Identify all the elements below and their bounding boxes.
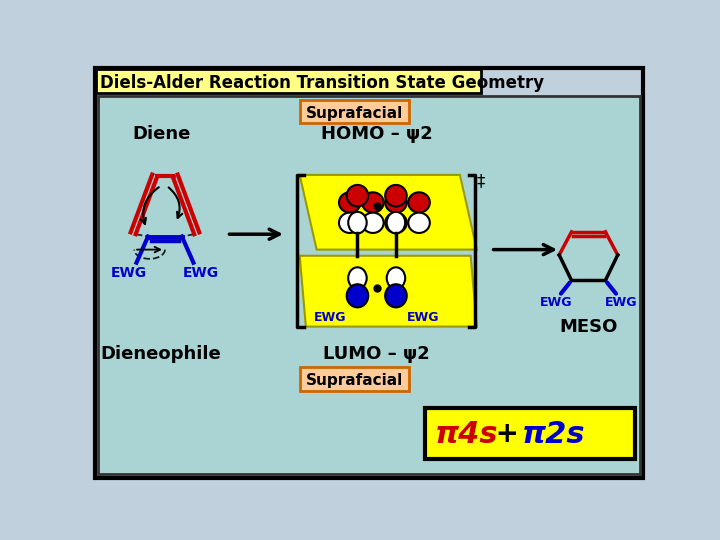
Ellipse shape (385, 192, 407, 213)
Text: Suprafacial: Suprafacial (306, 106, 403, 121)
Ellipse shape (348, 267, 366, 289)
Text: π2s: π2s (522, 420, 585, 449)
FancyBboxPatch shape (96, 70, 482, 92)
Ellipse shape (362, 213, 384, 233)
Text: Dieneophile: Dieneophile (101, 345, 222, 362)
FancyBboxPatch shape (300, 367, 409, 390)
FancyBboxPatch shape (95, 68, 643, 477)
Text: Diels-Alder Reaction Transition State Geometry: Diels-Alder Reaction Transition State Ge… (99, 73, 544, 91)
Text: EWG: EWG (111, 266, 147, 280)
Ellipse shape (387, 267, 405, 289)
Text: MESO: MESO (559, 318, 618, 335)
Ellipse shape (385, 284, 407, 307)
FancyBboxPatch shape (98, 96, 640, 475)
Polygon shape (300, 256, 477, 327)
FancyBboxPatch shape (426, 408, 634, 459)
Polygon shape (300, 175, 477, 249)
Ellipse shape (339, 213, 361, 233)
Ellipse shape (346, 185, 368, 206)
Ellipse shape (362, 192, 384, 213)
Ellipse shape (346, 284, 368, 307)
Ellipse shape (385, 185, 407, 206)
Ellipse shape (385, 213, 407, 233)
Text: +: + (486, 421, 529, 448)
Text: EWG: EWG (183, 266, 219, 280)
Ellipse shape (339, 192, 361, 213)
Ellipse shape (348, 212, 366, 233)
Text: EWG: EWG (540, 296, 572, 309)
Text: EWG: EWG (407, 311, 439, 324)
Ellipse shape (408, 192, 430, 213)
Text: Suprafacial: Suprafacial (306, 373, 403, 388)
Ellipse shape (408, 213, 430, 233)
Text: EWG: EWG (314, 311, 347, 324)
Text: Diene: Diene (132, 125, 190, 143)
Text: π4s: π4s (435, 420, 498, 449)
FancyBboxPatch shape (300, 100, 409, 123)
Text: EWG: EWG (605, 296, 637, 309)
Text: ‡: ‡ (477, 173, 485, 191)
Text: HOMO – ψ2: HOMO – ψ2 (321, 125, 433, 143)
Text: LUMO – ψ2: LUMO – ψ2 (323, 345, 430, 362)
Ellipse shape (387, 212, 405, 233)
